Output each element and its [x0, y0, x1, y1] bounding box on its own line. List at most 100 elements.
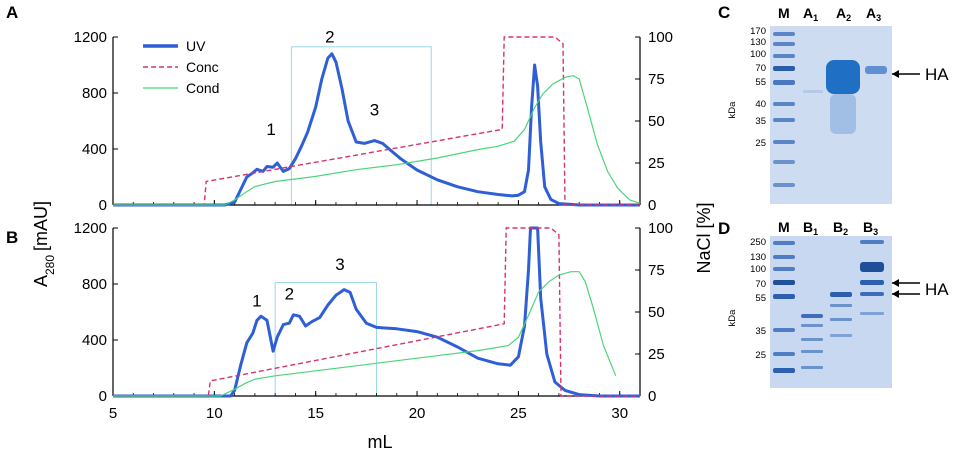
ha-arrowhead-d-lower	[892, 290, 899, 298]
marker-label: 25	[755, 350, 766, 361]
marker-band	[773, 352, 795, 356]
lane-b1-band	[801, 350, 823, 353]
gel-d-bands	[773, 240, 884, 373]
ha-label-d: HA	[925, 280, 949, 299]
panel-letter-d: D	[718, 219, 730, 238]
x-tick-label: 5	[109, 405, 117, 422]
y2-axis-title: NaCl [%]	[694, 202, 714, 273]
legend-label-uv: UV	[186, 38, 206, 54]
lane-b2-band	[830, 304, 852, 307]
legend-label-cond: Cond	[186, 80, 219, 96]
legend-label-conc: Conc	[186, 59, 219, 75]
chart-a: 0 400 800 1200 0 25 50 75 100 1 2 3	[74, 28, 673, 214]
lane-a3-band	[865, 66, 887, 74]
y2-tick-label: 75	[648, 262, 665, 279]
chart-b: 5 10 15 20 25 30 0 400 800 1200 0 25 50 75 100 1 2 3	[74, 220, 673, 422]
marker-label: 35	[755, 116, 766, 127]
series-conc	[113, 227, 640, 397]
marker-label: 25	[755, 138, 766, 149]
lane-label-m: M	[778, 5, 790, 21]
lane-label-a1: A1	[803, 5, 818, 23]
y2-tick-label: 50	[648, 113, 665, 130]
lane-b3-band	[860, 312, 884, 315]
lane-label-a2: A2	[836, 5, 851, 23]
marker-label: 55	[755, 293, 766, 304]
marker-label: 100	[750, 49, 766, 60]
x-tick-label: 20	[409, 405, 426, 422]
marker-label: 250	[750, 237, 766, 248]
gel-d-unit: kDa	[727, 309, 738, 327]
y2-tick-label: 50	[648, 304, 665, 321]
x-tick-label: 15	[307, 405, 324, 422]
marker-band	[773, 183, 795, 187]
lane-b1-band	[801, 324, 823, 327]
marker-band	[773, 118, 795, 122]
series-conc	[113, 36, 640, 206]
y2-tick-label: 100	[648, 29, 673, 46]
x-tick-label: 10	[206, 405, 223, 422]
lane-a1-band	[803, 90, 823, 93]
y-tick-label: 400	[82, 332, 107, 349]
marker-label: 100	[750, 264, 766, 275]
y2-tick-label: 25	[648, 155, 665, 172]
marker-band	[773, 328, 795, 332]
y2-tick-label: 100	[648, 220, 673, 237]
y2-tick-label: 25	[648, 346, 665, 363]
lane-b1-band	[801, 366, 823, 369]
marker-band	[773, 102, 795, 106]
y-tick-label: 1200	[74, 29, 107, 46]
marker-band	[773, 42, 795, 46]
marker-band	[773, 54, 795, 58]
marker-label: 55	[755, 77, 766, 88]
marker-label: 170	[750, 26, 766, 37]
lane-a2-smear	[830, 94, 856, 134]
lane-b3-band	[860, 240, 884, 244]
ha-label-c: HA	[925, 65, 949, 84]
marker-label: 40	[755, 99, 766, 110]
marker-label: 130	[750, 37, 766, 48]
y-tick-label: 800	[82, 85, 107, 102]
marker-band	[773, 32, 795, 36]
series-cond	[113, 271, 617, 397]
lane-b1-band	[801, 338, 823, 341]
y-tick-label: 0	[99, 197, 107, 214]
lane-b3-band	[860, 292, 884, 296]
marker-band	[773, 368, 795, 373]
y-axis-title: A280[mAU]	[31, 201, 57, 287]
lane-b1-band	[801, 314, 823, 318]
marker-label: 70	[755, 279, 766, 290]
lane-b2-band	[830, 334, 852, 337]
marker-band	[773, 160, 795, 164]
ha-arrowhead-d-upper	[892, 279, 899, 287]
lane-label-a3: A3	[866, 5, 881, 23]
panel-letter-a: A	[6, 3, 18, 22]
y-tick-label: 400	[82, 141, 107, 158]
lane-b2-band	[830, 318, 852, 321]
x-tick-label: 30	[611, 405, 628, 422]
marker-band	[773, 80, 795, 85]
fraction-box	[290, 46, 432, 206]
lane-a2-band	[826, 60, 860, 94]
lane-label-m: M	[778, 219, 790, 235]
peak-label: 2	[285, 284, 294, 303]
marker-band	[773, 140, 795, 144]
lane-label-b2: B2	[833, 219, 848, 237]
gel-c-bands	[773, 32, 887, 187]
marker-band	[773, 280, 795, 285]
marker-band	[773, 294, 795, 299]
gel-c-unit: kDa	[727, 101, 738, 119]
gel-d: D M	[718, 219, 949, 388]
marker-band	[773, 241, 795, 245]
peak-label: 3	[370, 100, 379, 119]
lane-b3-band	[860, 262, 884, 272]
y2-tick-label: 0	[648, 388, 656, 405]
marker-label: 70	[755, 63, 766, 74]
marker-label: 35	[755, 326, 766, 337]
marker-band	[773, 267, 795, 271]
ha-arrowhead-c	[892, 70, 899, 78]
peak-label: 3	[335, 255, 344, 274]
y-tick-label: 800	[82, 276, 107, 293]
